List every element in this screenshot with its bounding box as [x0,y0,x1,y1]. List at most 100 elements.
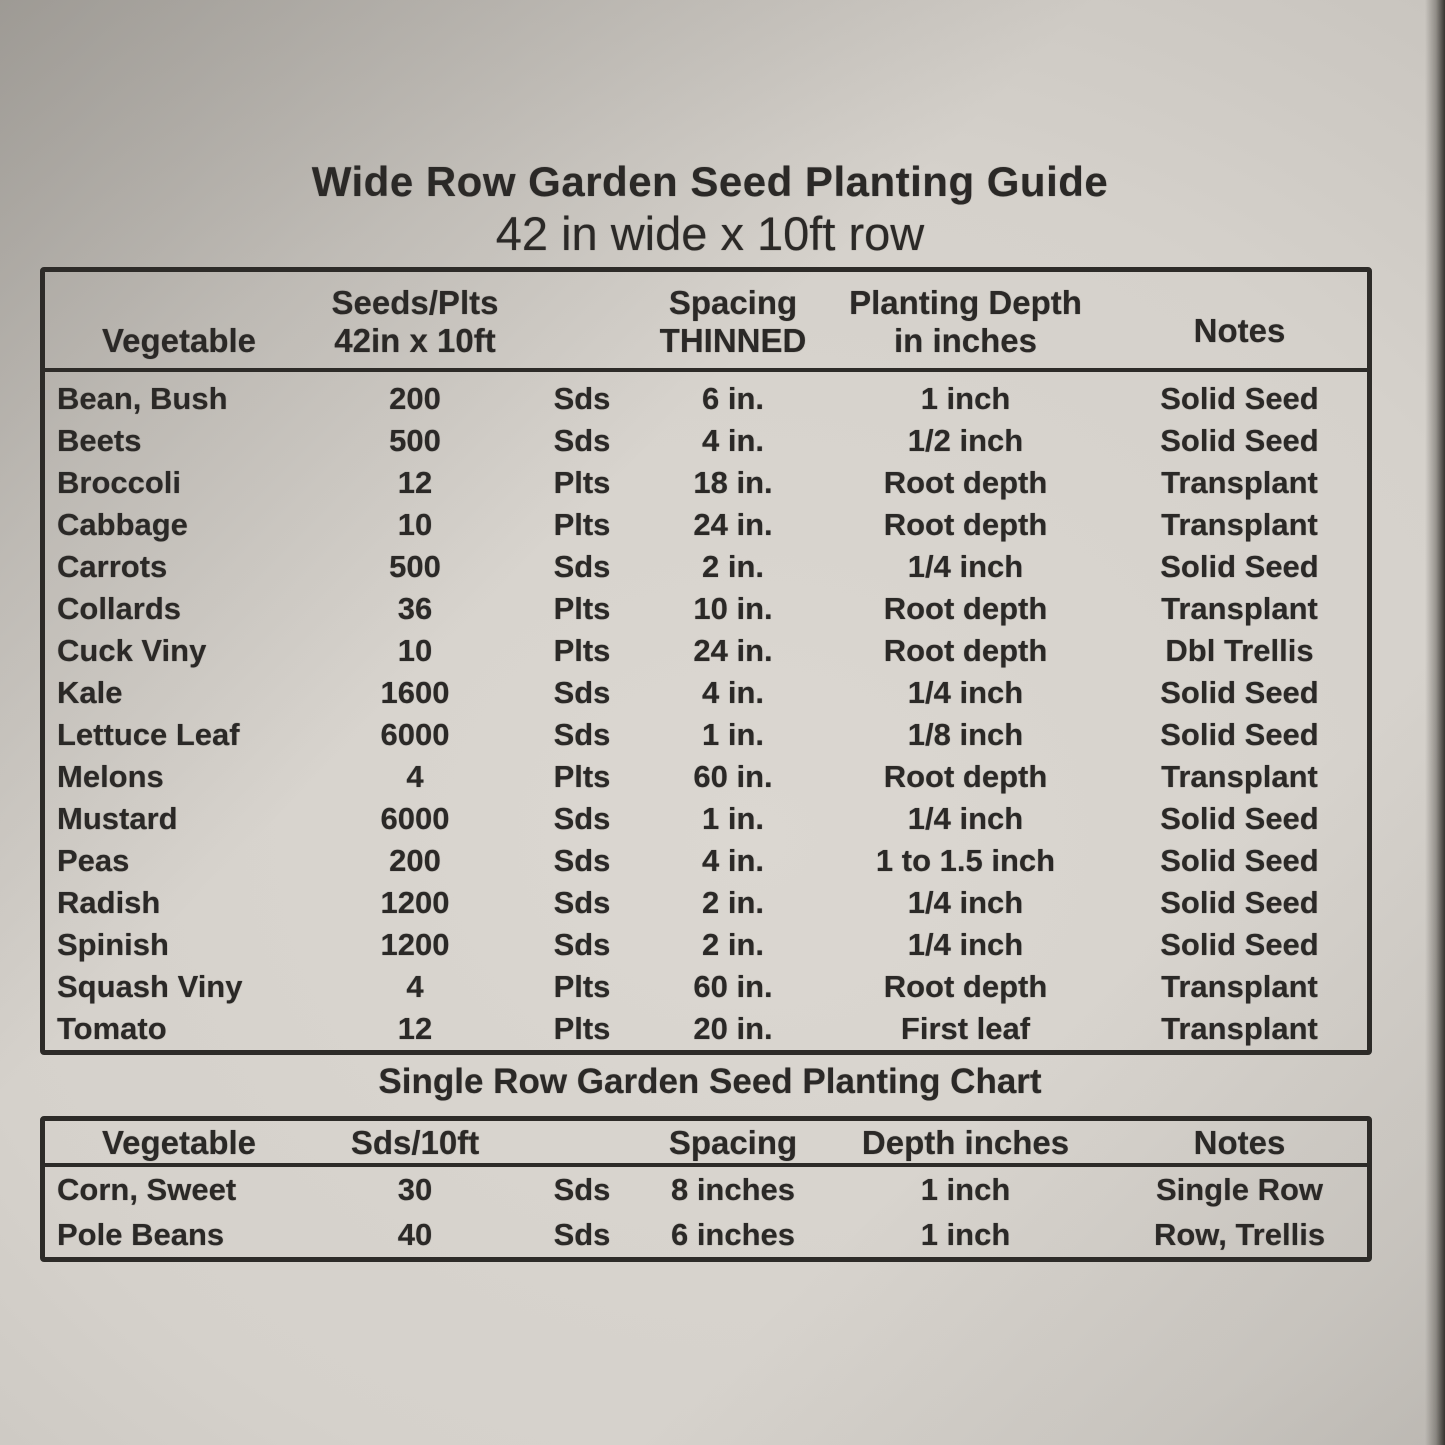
cell-notes: Row, Trellis [1153,1216,1326,1252]
header-seeds: Sds/10ft [350,1124,480,1161]
cell-unit: Sds [553,381,611,416]
cell-vegetable: Carrots [57,549,168,584]
cell-spacing: 6 inches [670,1216,796,1252]
cell-notes: Solid Seed [1160,381,1319,416]
cell-vegetable: Collards [57,591,182,626]
cell-notes: Transplant [1161,465,1318,500]
cell-unit: Sds [553,885,611,920]
header-depth: Depth inches [861,1124,1070,1161]
cell-seed-count: 4 [406,969,424,1004]
table-row: Peas 200 Sds 4 in. 1 to 1.5 inch Solid Seed [45,840,1367,882]
table-row: Mustard 6000 Sds 1 in. 1/4 inch Solid Seed [45,798,1367,840]
cell-depth: Root depth [883,591,1048,626]
header-seeds: Seeds/Plts 42in x 10ft [313,272,517,368]
cell-depth: 1/2 inch [907,423,1024,458]
table-row: Corn, Sweet 30 Sds 8 inches 1 inch Single Row [45,1167,1367,1212]
cell-notes: Single Row [1155,1171,1324,1207]
cell-spacing: 1 in. [701,717,764,752]
header-unit-spacer [517,1141,647,1143]
cell-unit: Plts [553,969,611,1004]
header-spacing: Spacing [668,1124,798,1161]
cell-vegetable: Squash Viny [57,969,243,1004]
cell-notes: Solid Seed [1160,801,1319,836]
cell-seed-count: 500 [389,549,441,584]
cell-seed-count: 1600 [380,675,450,710]
cell-seed-count: 4 [406,759,424,794]
cell-spacing: 2 in. [701,549,764,584]
cell-spacing: 6 in. [701,381,764,416]
cell-vegetable: Kale [57,675,123,710]
cell-unit: Plts [553,759,611,794]
cell-vegetable: Cuck Viny [57,633,207,668]
cell-unit: Plts [553,633,611,668]
cell-spacing: 20 in. [693,1011,773,1046]
table-row: Kale 1600 Sds 4 in. 1/4 inch Solid Seed [45,672,1367,714]
cell-seed-count: 6000 [380,717,450,752]
cell-notes: Solid Seed [1160,843,1319,878]
cell-seed-count: 1200 [380,927,450,962]
single-row-table-header: Vegetable Sds/10ft Spacing Depth inches … [45,1121,1367,1167]
cell-seed-count: 40 [397,1216,433,1252]
cell-unit: Sds [553,1171,611,1207]
cell-unit: Sds [553,423,611,458]
cell-vegetable: Corn, Sweet [57,1171,237,1207]
table-row: Lettuce Leaf 6000 Sds 1 in. 1/8 inch Solid Se… [45,714,1367,756]
cell-vegetable: Pole Beans [57,1216,225,1252]
cell-depth: 1 to 1.5 inch [875,843,1056,878]
cell-vegetable: Cabbage [57,507,188,542]
cell-notes: Transplant [1161,507,1318,542]
cell-notes: Transplant [1161,759,1318,794]
cell-spacing: 24 in. [693,507,773,542]
table-row: Pole Beans 40 Sds 6 inches 1 inch Row, Trelli… [45,1212,1367,1257]
cell-spacing: 2 in. [701,927,764,962]
cell-depth: 1 inch [920,1171,1011,1207]
cell-vegetable: Bean, Bush [57,381,228,416]
cell-depth: 1 inch [920,381,1011,416]
cell-unit: Plts [553,465,611,500]
cell-notes: Solid Seed [1160,423,1319,458]
cell-seed-count: 6000 [380,801,450,836]
header-spacing: Spacing THINNED [647,272,819,368]
table-row: Cabbage 10 Plts 24 in. Root depth Transplant [45,504,1367,546]
cell-depth: 1/8 inch [907,717,1024,752]
header-notes: Notes [1112,272,1367,368]
cell-seed-count: 1200 [380,885,450,920]
cell-unit: Plts [553,507,611,542]
cell-vegetable: Lettuce Leaf [57,717,240,752]
cell-seed-count: 12 [397,465,433,500]
cell-depth: 1/4 inch [907,549,1024,584]
table-row: Broccoli 12 Plts 18 in. Root depth Transplant [45,462,1367,504]
cell-seed-count: 36 [397,591,433,626]
cell-depth: 1/4 inch [907,927,1024,962]
cell-seed-count: 12 [397,1011,433,1046]
header-depth-line1: Planting Depth [849,284,1082,321]
table-row: Carrots 500 Sds 2 in. 1/4 inch Solid Seed [45,546,1367,588]
header-vegetable-label: Vegetable [101,322,257,359]
cell-spacing: 8 inches [670,1171,796,1207]
table-row: Beets 500 Sds 4 in. 1/2 inch Solid Seed [45,420,1367,462]
cell-depth: 1/4 inch [907,675,1024,710]
cell-vegetable: Radish [57,885,161,920]
header-depth: Planting Depth in inches [819,272,1112,368]
header-vegetable: Vegetable [45,272,313,368]
cell-unit: Plts [553,591,611,626]
table-row: Collards 36 Plts 10 in. Root depth Transplant [45,588,1367,630]
cell-vegetable: Broccoli [57,465,182,500]
header-spacing-line1: Spacing [668,284,798,321]
single-row-table-title: Single Row Garden Seed Planting Chart [378,1062,1042,1101]
cell-unit: Sds [553,717,611,752]
table-row: Squash Viny 4 Plts 60 in. Root depth Transpla… [45,966,1367,1008]
table-row: Melons 4 Plts 60 in. Root depth Transplant [45,756,1367,798]
cell-unit: Sds [553,1216,611,1252]
table-row: Radish 1200 Sds 2 in. 1/4 inch Solid Seed [45,882,1367,924]
single-row-table-body: Corn, Sweet 30 Sds 8 inches 1 inch Single Row… [45,1167,1367,1257]
cell-notes: Solid Seed [1160,885,1319,920]
cell-notes: Transplant [1161,969,1318,1004]
wide-row-table-body: Bean, Bush 200 Sds 6 in. 1 inch Solid Seed Be… [45,372,1367,1050]
header-vegetable: Vegetable [101,1124,257,1161]
cell-spacing: 1 in. [701,801,764,836]
cell-seed-count: 10 [397,507,433,542]
header-notes: Notes [1193,1124,1286,1161]
cell-unit: Sds [553,843,611,878]
